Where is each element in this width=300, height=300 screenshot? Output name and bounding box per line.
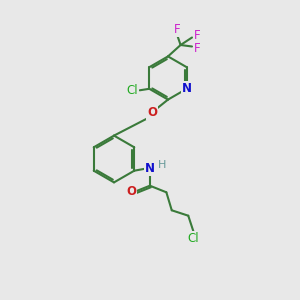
Text: N: N (182, 82, 192, 95)
Text: F: F (194, 42, 201, 56)
Text: O: O (147, 106, 158, 119)
Text: F: F (194, 28, 201, 42)
Text: Cl: Cl (188, 232, 200, 245)
Text: Cl: Cl (126, 84, 138, 97)
Text: H: H (158, 160, 167, 170)
Text: N: N (145, 162, 155, 175)
Text: O: O (126, 184, 136, 198)
Text: F: F (174, 23, 180, 37)
